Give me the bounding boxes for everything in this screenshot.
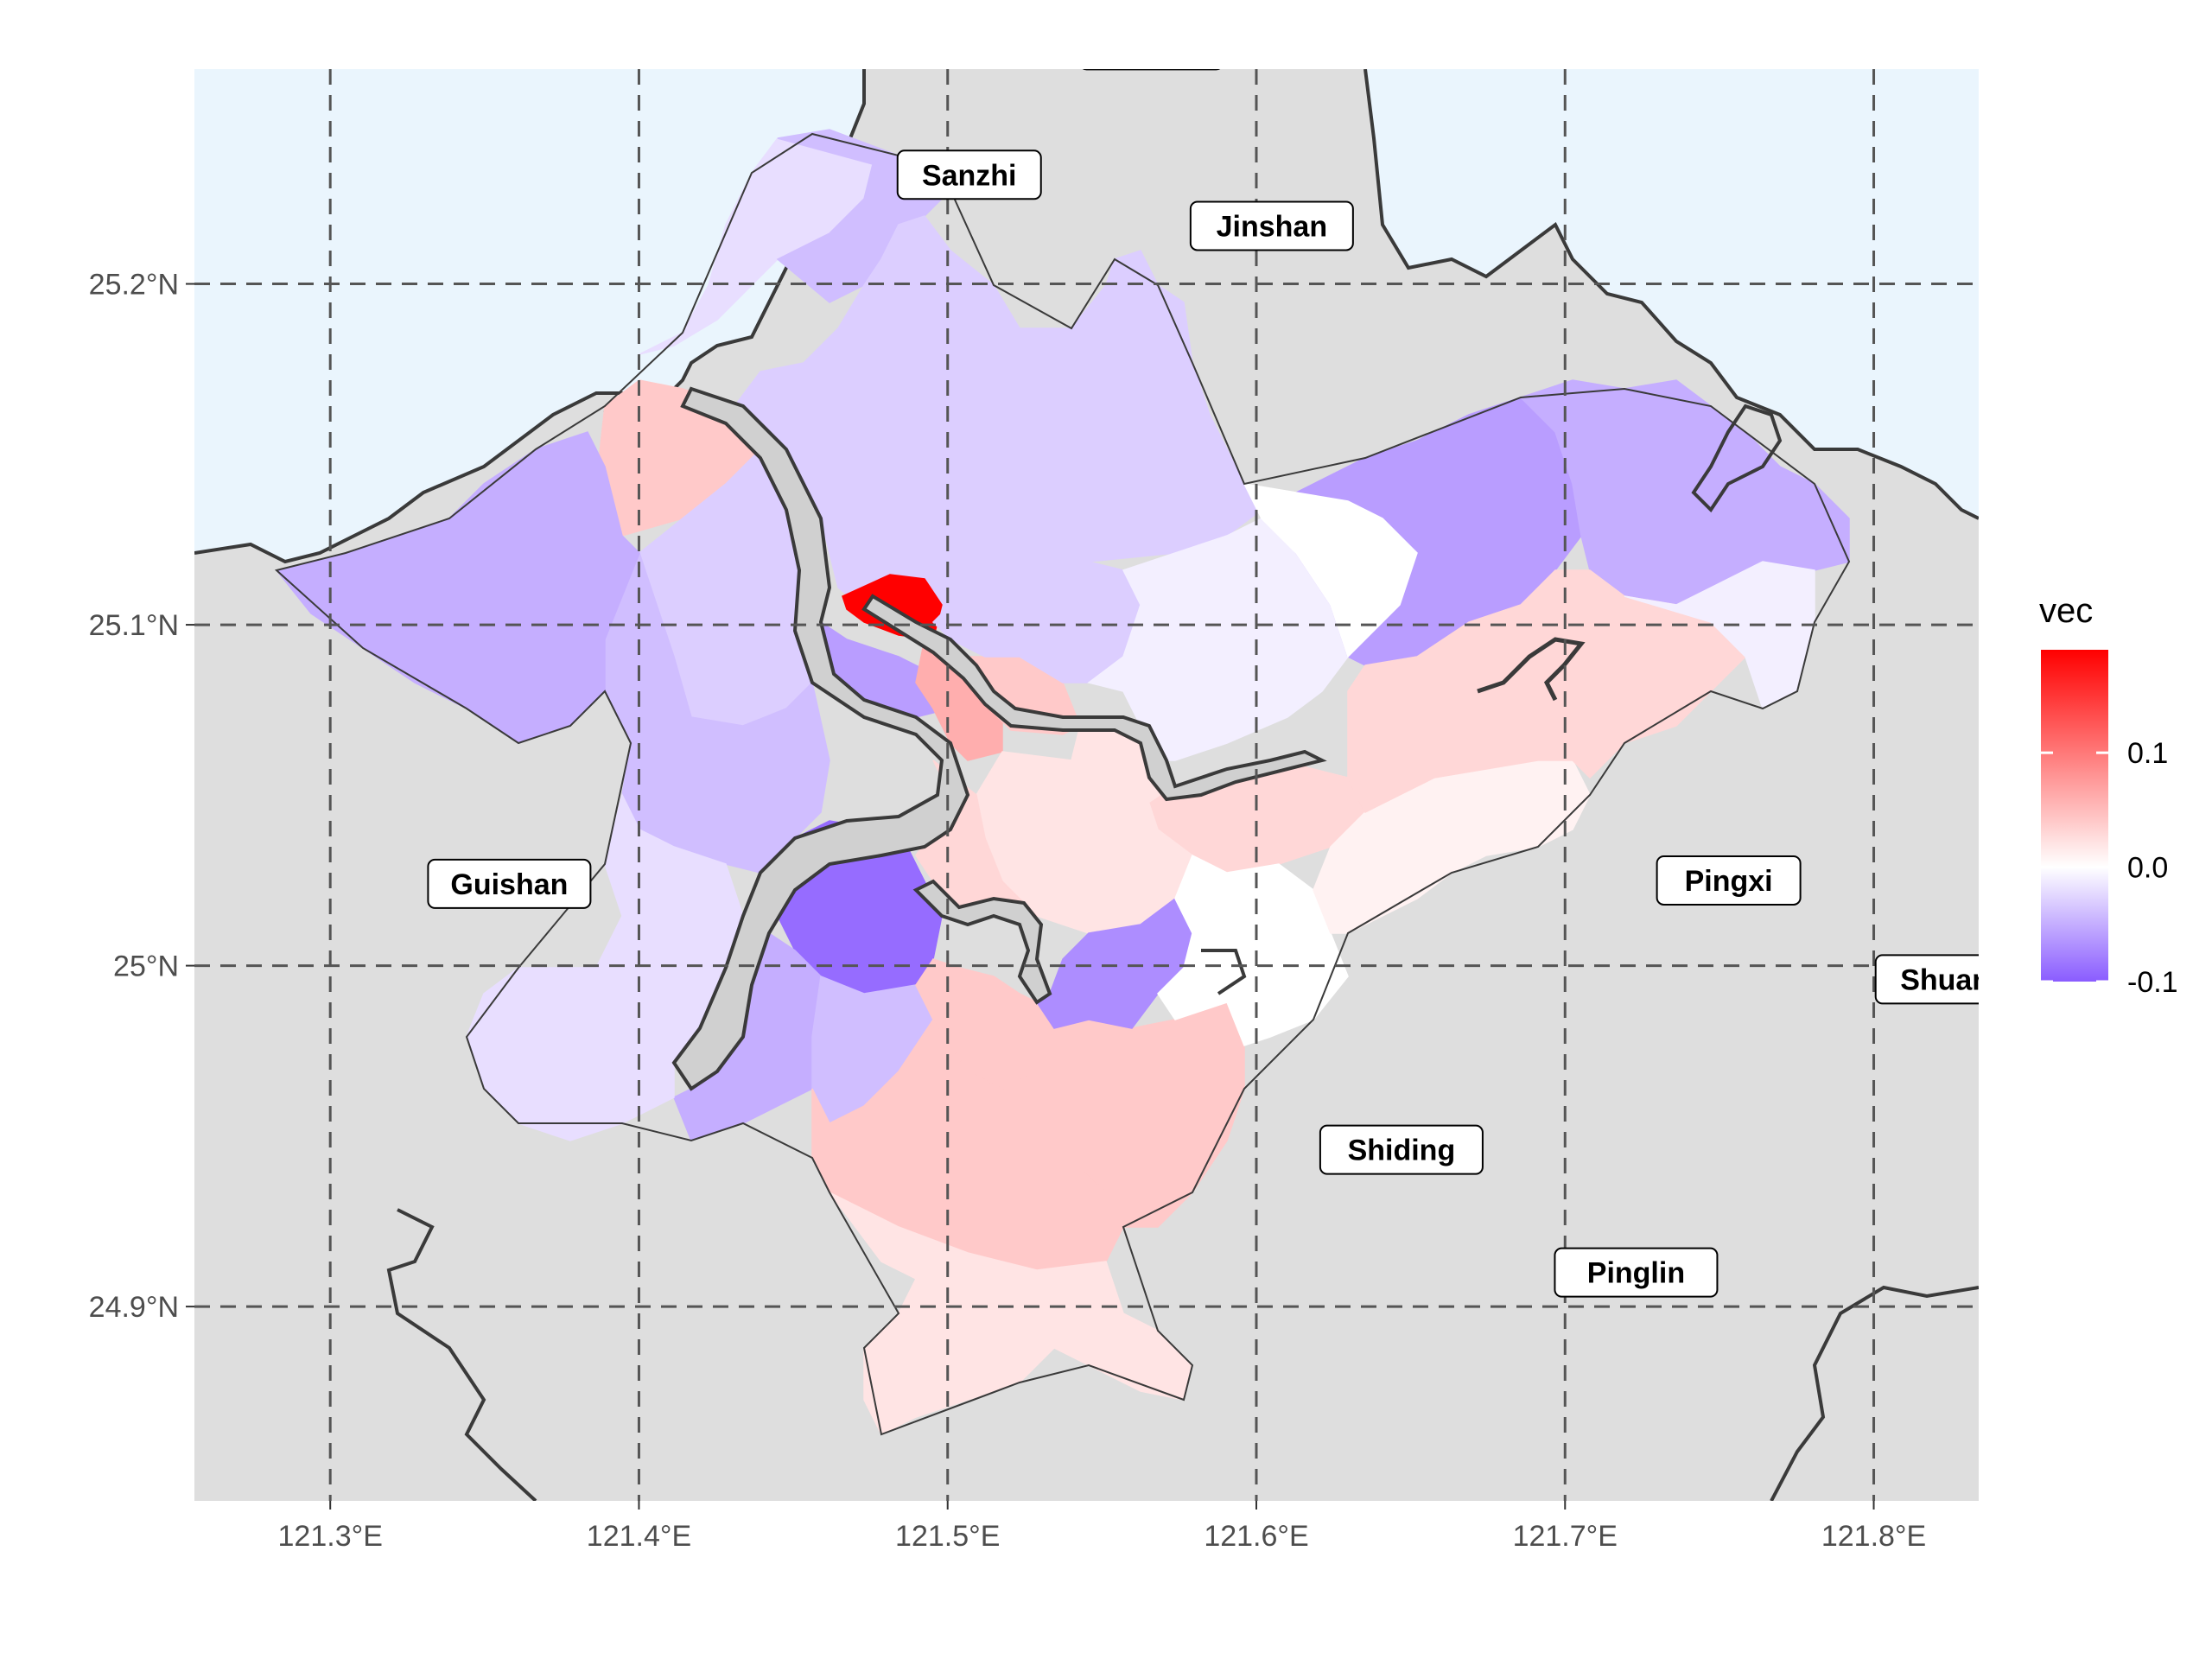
legend-tick-label: 0.0 — [2127, 852, 2168, 885]
y-tick-label: 25.1°N — [89, 609, 179, 642]
study-area-outline — [274, 132, 1851, 1436]
legend-title: vec — [2039, 592, 2093, 630]
place-label: Sanzhi — [896, 149, 1042, 200]
place-name: Sanzhi — [922, 159, 1017, 192]
x-tick-label: 121.3°E — [278, 1520, 383, 1553]
legend-colorbar — [2041, 650, 2108, 982]
place-name: Shuangxi — [1900, 963, 2032, 996]
y-tick-label: 24.9°N — [89, 1291, 179, 1324]
place-label-box — [1189, 200, 1354, 251]
graticule — [194, 69, 1979, 1501]
place-label-box — [1554, 1247, 1719, 1298]
legend-tick-label: 0.1 — [2127, 737, 2168, 770]
x-axis: 121.3°E 121.4°E 121.5°E 121.6°E 121.7°E 121.8… — [278, 1501, 1926, 1553]
place-label: Guishan — [427, 858, 592, 909]
legend: vec 0.1 0.0 -0.1 — [2039, 592, 2178, 999]
county-boundary-south-west — [386, 1208, 537, 1501]
place-label-box — [1874, 954, 1979, 1005]
place-label: Shuangxi — [1874, 954, 2032, 1005]
place-name: Guishan — [450, 868, 568, 901]
place-name: Pinglin — [1587, 1257, 1685, 1290]
keelung-river — [861, 594, 1327, 802]
place-label: Shiding — [1319, 1124, 1484, 1175]
legend-tick-label: -0.1 — [2127, 966, 2178, 999]
y-tick-label: 25°N — [113, 950, 179, 983]
place-label: Shimen — [1082, 29, 1221, 71]
place-label-box — [896, 149, 1042, 200]
x-tick-label: 121.7°E — [1513, 1520, 1618, 1553]
harbour-outline — [1691, 404, 1783, 513]
x-tick-label: 121.5°E — [895, 1520, 1000, 1553]
x-tick-label: 121.4°E — [587, 1520, 691, 1553]
place-label: Pinglin — [1554, 1247, 1719, 1298]
county-boundary-south-east — [1770, 1285, 1979, 1501]
place-name: Pingxi — [1685, 865, 1773, 898]
place-label-box — [1319, 1124, 1484, 1175]
place-label-box — [1082, 69, 1221, 71]
place-name: Shimen — [1098, 29, 1205, 62]
y-tick-label: 25.2°N — [89, 269, 179, 302]
region — [1347, 569, 1747, 814]
place-name: Jinshan — [1217, 210, 1327, 243]
x-tick-label: 121.6°E — [1204, 1520, 1308, 1553]
region — [1519, 379, 1850, 606]
region — [1243, 483, 1418, 658]
river-bend-northeast — [1477, 637, 1586, 702]
coastline-north — [1363, 69, 1979, 520]
river-east-branch — [1201, 949, 1247, 995]
place-label: Pingxi — [1656, 855, 1802, 906]
legend-ticks: 0.1 0.0 -0.1 — [2041, 737, 2178, 999]
y-axis: 25.2°N 25.1°N 25°N 24.9°N — [89, 269, 194, 1324]
place-labels: Shimen Sanzhi Jinshan Guishan Pingxi Shuangxi… — [427, 29, 2032, 1298]
choropleth-layer — [274, 129, 1851, 1436]
tamsui-river — [671, 386, 970, 1091]
place-label: Jinshan — [1189, 200, 1354, 251]
xindian-river — [912, 879, 1052, 1005]
place-label-box — [427, 858, 592, 909]
place-name: Shiding — [1348, 1135, 1456, 1167]
map-panel — [194, 69, 1979, 1501]
x-tick-label: 121.8°E — [1821, 1520, 1926, 1553]
place-label-box — [1656, 855, 1802, 906]
